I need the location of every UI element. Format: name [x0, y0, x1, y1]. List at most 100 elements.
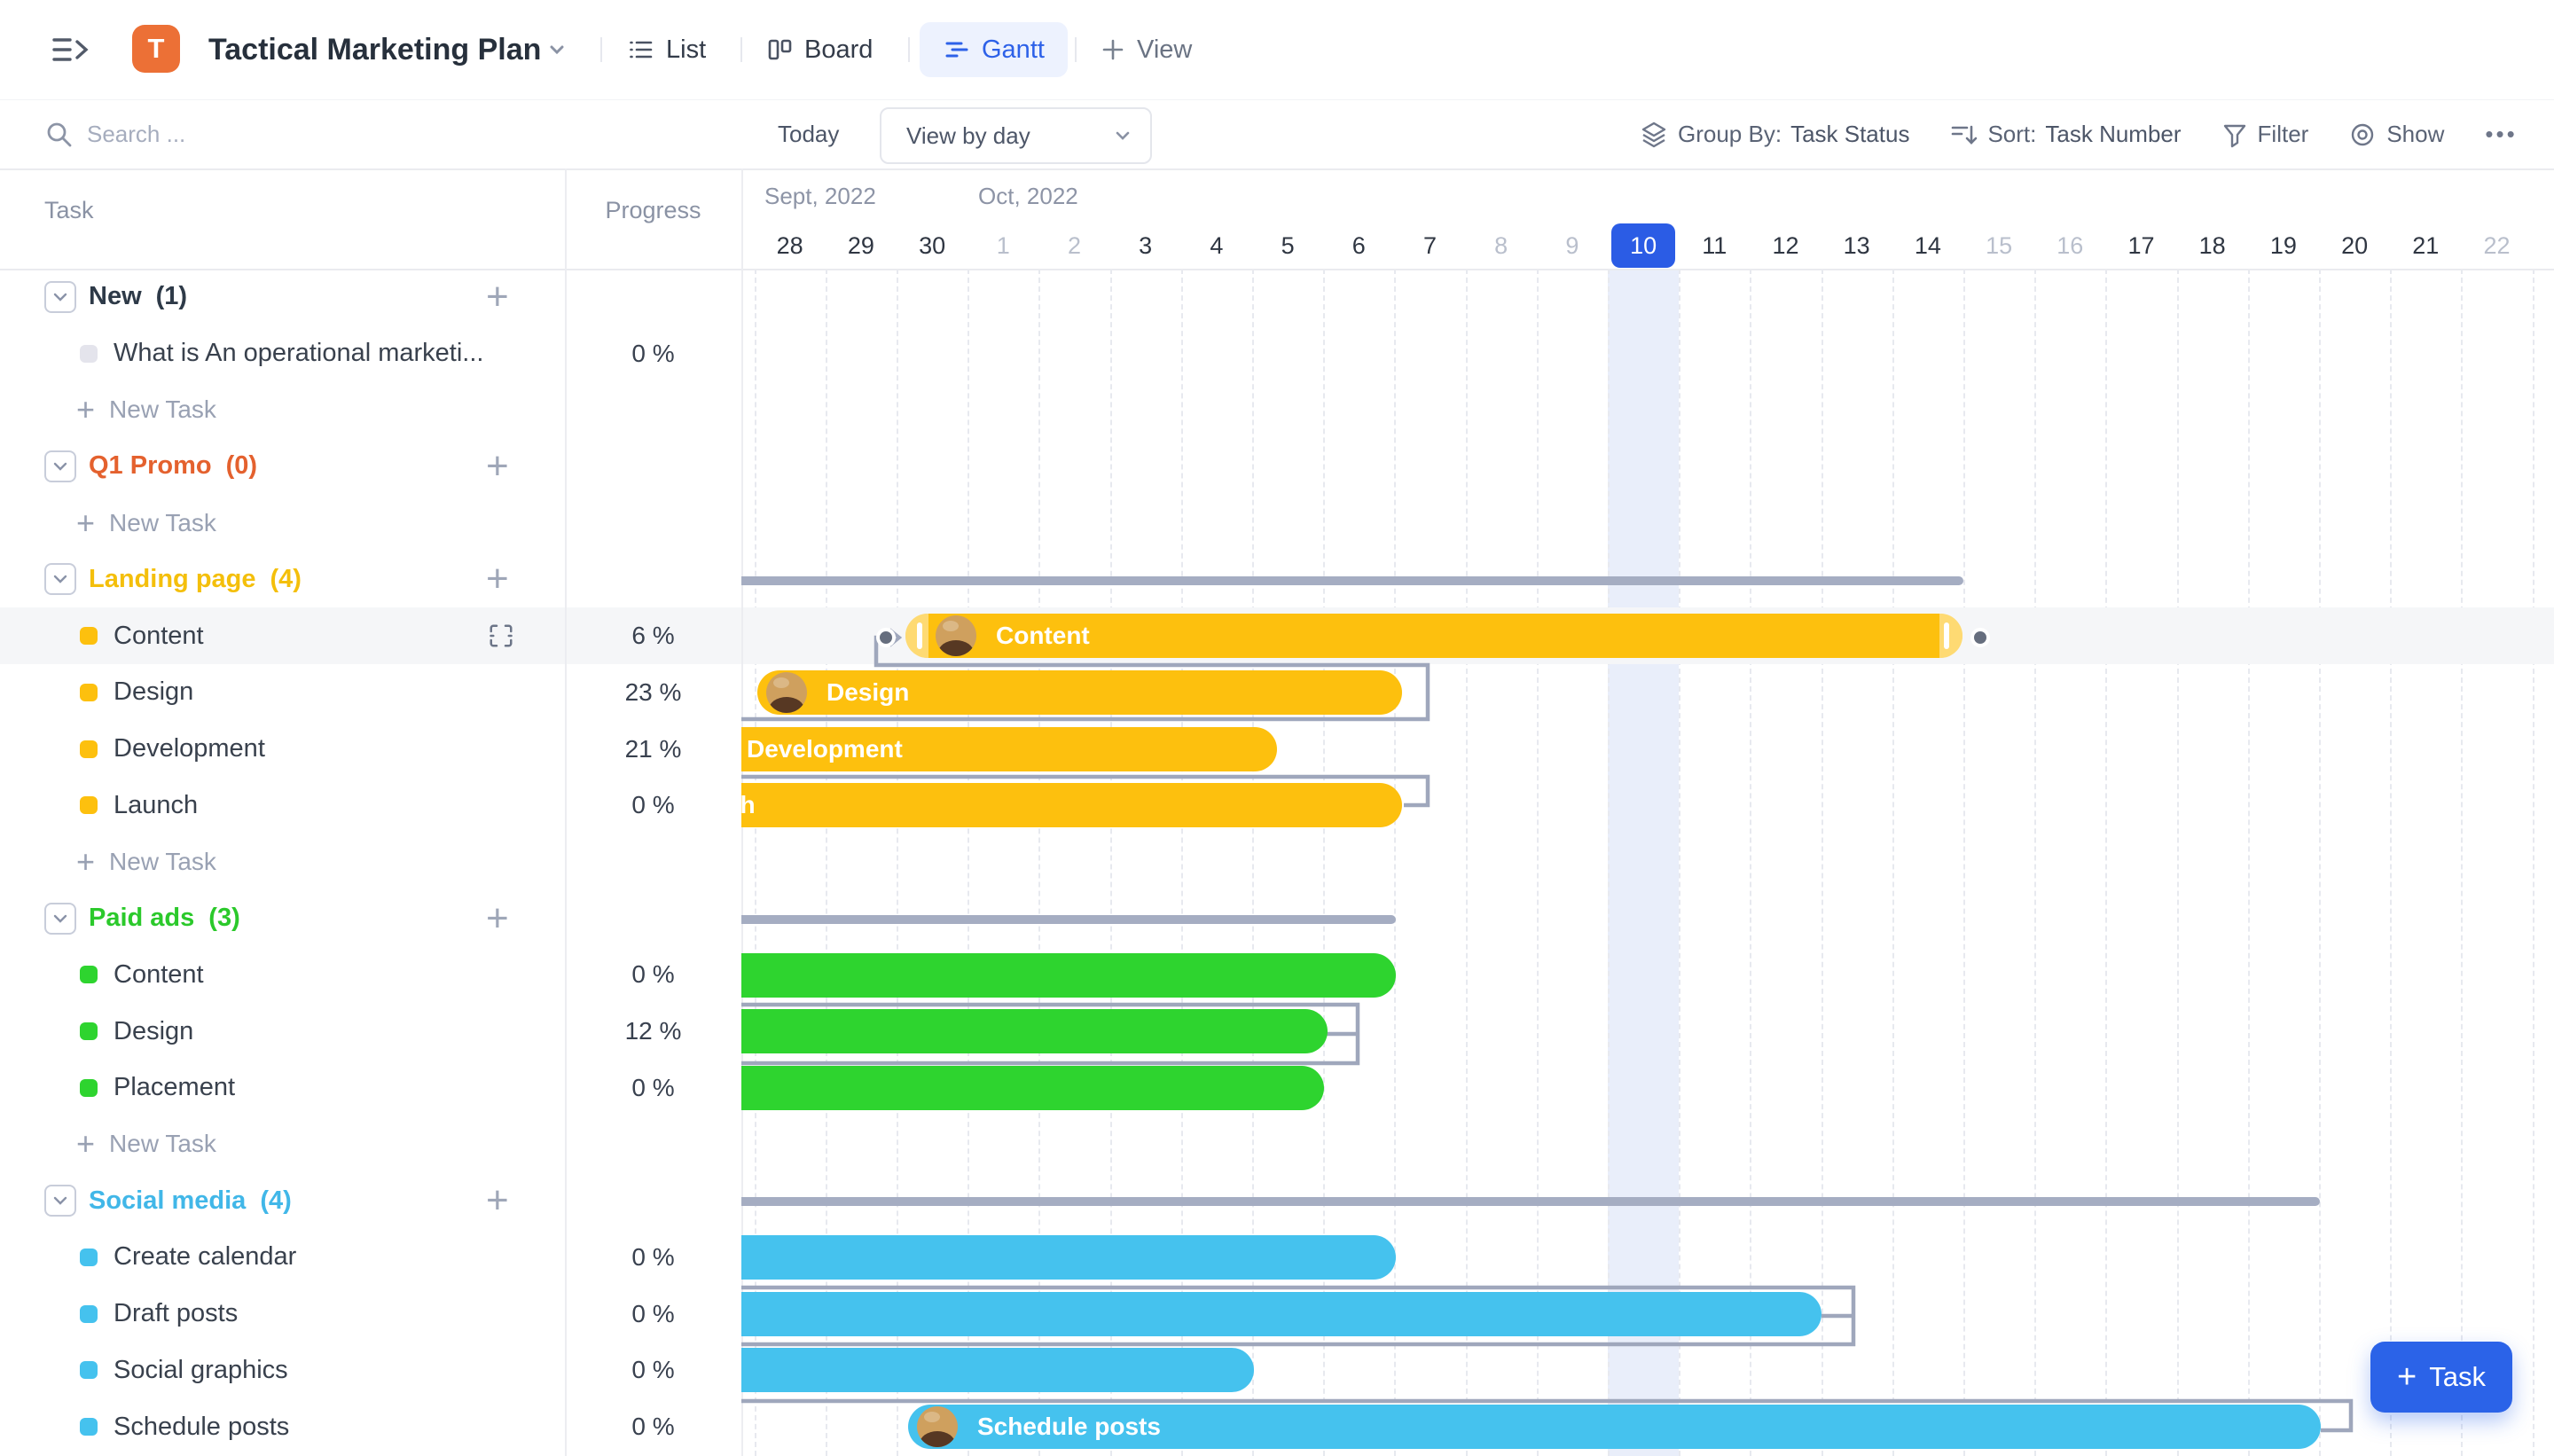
search-box[interactable]	[44, 100, 372, 168]
gantt-bar-blue[interactable]	[741, 1235, 1396, 1280]
status-square[interactable]	[80, 683, 98, 701]
day-label[interactable]: 8	[1494, 232, 1508, 259]
status-square[interactable]	[80, 1361, 98, 1380]
add-task-to-group-button[interactable]: +	[486, 557, 509, 601]
bar-resize-handle-left[interactable]	[917, 622, 922, 650]
tab-board[interactable]: Board	[765, 0, 873, 99]
bar-resize-handle-right[interactable]	[1944, 622, 1949, 650]
day-label[interactable]: 6	[1351, 232, 1366, 259]
task-row[interactable]: Placement 0 %	[0, 1060, 741, 1116]
task-row[interactable]: Schedule posts 0 %	[0, 1398, 741, 1455]
day-label[interactable]: 3	[1139, 232, 1153, 259]
group-row[interactable]: Q1 Promo (0) +	[0, 438, 741, 495]
status-square[interactable]	[80, 1078, 98, 1097]
day-label[interactable]: 22	[2483, 232, 2511, 259]
new-task-row[interactable]: + New Task	[0, 1116, 741, 1173]
day-label[interactable]: 5	[1281, 232, 1295, 259]
day-label[interactable]: 4	[1210, 232, 1224, 259]
status-square[interactable]	[80, 796, 98, 815]
day-label[interactable]: 7	[1422, 232, 1437, 259]
collapse-chevron-icon[interactable]	[44, 280, 76, 313]
gantt-bar-design[interactable]: Design	[757, 669, 1402, 715]
status-square[interactable]	[80, 344, 98, 363]
day-label[interactable]: 29	[847, 232, 874, 259]
day-label[interactable]: 20	[2341, 232, 2369, 259]
task-row[interactable]: Draft posts 0 %	[0, 1286, 741, 1342]
expand-task-icon[interactable]	[488, 622, 514, 649]
collapse-chevron-icon[interactable]	[44, 563, 76, 596]
collapse-chevron-icon[interactable]	[44, 902, 76, 935]
gantt-bar-launch[interactable]: Launch	[741, 783, 1402, 828]
title-dropdown-caret-icon[interactable]	[548, 0, 566, 99]
task-row[interactable]: Social graphics 0 %	[0, 1342, 741, 1398]
gantt-bar-green[interactable]	[741, 1065, 1324, 1110]
day-label[interactable]: 1	[996, 232, 1010, 259]
group-row[interactable]: New (1) +	[0, 269, 741, 325]
group-row[interactable]: Landing page (4) +	[0, 552, 741, 608]
day-label[interactable]: 17	[2127, 232, 2155, 259]
new-task-row[interactable]: + New Task	[0, 495, 741, 552]
collapse-chevron-icon[interactable]	[44, 1185, 76, 1217]
filter-button[interactable]: Filter	[2257, 121, 2309, 147]
today-button[interactable]: Today	[778, 121, 840, 147]
tab-list[interactable]: List	[627, 0, 706, 99]
list-avatar[interactable]: T	[132, 25, 180, 73]
day-label[interactable]: 13	[1843, 232, 1870, 259]
gantt-bar-schedule-posts[interactable]: Schedule posts	[908, 1405, 2321, 1450]
group-row[interactable]: Social media (4) +	[0, 1172, 741, 1229]
task-row[interactable]: Content 6 %	[0, 607, 741, 664]
more-options-button[interactable]: •••	[2485, 121, 2518, 147]
gantt-bar-development[interactable]: Development	[741, 726, 1277, 771]
day-label[interactable]: 11	[1702, 232, 1727, 259]
gantt-bar-green[interactable]	[741, 1009, 1328, 1054]
gantt-bar-blue[interactable]	[741, 1348, 1254, 1393]
gantt-bar-green[interactable]	[741, 952, 1396, 998]
sort-button[interactable]: Sort:	[1987, 121, 2037, 147]
day-label[interactable]: 18	[2198, 232, 2226, 259]
status-square[interactable]	[80, 1248, 98, 1266]
day-label[interactable]: 14	[1914, 232, 1941, 259]
bar-link-dot[interactable]	[1970, 628, 1990, 647]
status-square[interactable]	[80, 740, 98, 758]
gantt-bar-blue[interactable]	[741, 1291, 1821, 1336]
day-label[interactable]: 21	[2412, 232, 2440, 259]
group-row[interactable]: Paid ads (3) +	[0, 890, 741, 947]
add-task-to-group-button[interactable]: +	[486, 443, 509, 488]
task-row[interactable]: Design 12 %	[0, 1003, 741, 1060]
task-row[interactable]: Design 23 %	[0, 664, 741, 721]
day-label[interactable]: 2	[1067, 232, 1081, 259]
group-by-value[interactable]: Task Status	[1790, 121, 1910, 147]
add-task-button[interactable]: + Task	[2370, 1342, 2512, 1413]
task-row[interactable]: Content 0 %	[0, 947, 741, 1004]
new-task-row[interactable]: + New Task	[0, 381, 741, 438]
sort-value[interactable]: Task Number	[2045, 121, 2182, 147]
day-label[interactable]: 19	[2269, 232, 2297, 259]
new-task-row[interactable]: + New Task	[0, 834, 741, 890]
day-label[interactable]: 28	[776, 232, 803, 259]
day-label[interactable]: 30	[919, 232, 946, 259]
task-row[interactable]: Launch 0 %	[0, 777, 741, 834]
add-view-button[interactable]: View	[1100, 0, 1192, 99]
status-square[interactable]	[80, 1022, 98, 1041]
show-button[interactable]: Show	[2386, 121, 2445, 147]
group-by-button[interactable]: Group By:	[1678, 121, 1782, 147]
bar-link-dot[interactable]	[876, 628, 896, 647]
search-input[interactable]	[85, 120, 372, 149]
task-row[interactable]: What is An operational marketi... 0 %	[0, 325, 741, 382]
status-square[interactable]	[80, 627, 98, 646]
add-task-to-group-button[interactable]: +	[486, 274, 509, 318]
sidebar-toggle-icon[interactable]	[51, 0, 93, 99]
day-label[interactable]: 16	[2057, 232, 2084, 259]
add-task-to-group-button[interactable]: +	[486, 1178, 509, 1223]
add-task-to-group-button[interactable]: +	[486, 896, 509, 940]
status-square[interactable]	[80, 966, 98, 984]
tab-gantt[interactable]: Gantt	[920, 22, 1068, 77]
day-label[interactable]: 15	[1986, 232, 2013, 259]
status-square[interactable]	[80, 1304, 98, 1323]
task-row[interactable]: Create calendar 0 %	[0, 1229, 741, 1286]
gantt-bar-content[interactable]: Content	[905, 614, 1963, 659]
day-label[interactable]: 9	[1565, 232, 1579, 259]
day-label[interactable]: 12	[1772, 232, 1799, 259]
collapse-chevron-icon[interactable]	[44, 450, 76, 482]
task-row[interactable]: Development 21 %	[0, 721, 741, 778]
